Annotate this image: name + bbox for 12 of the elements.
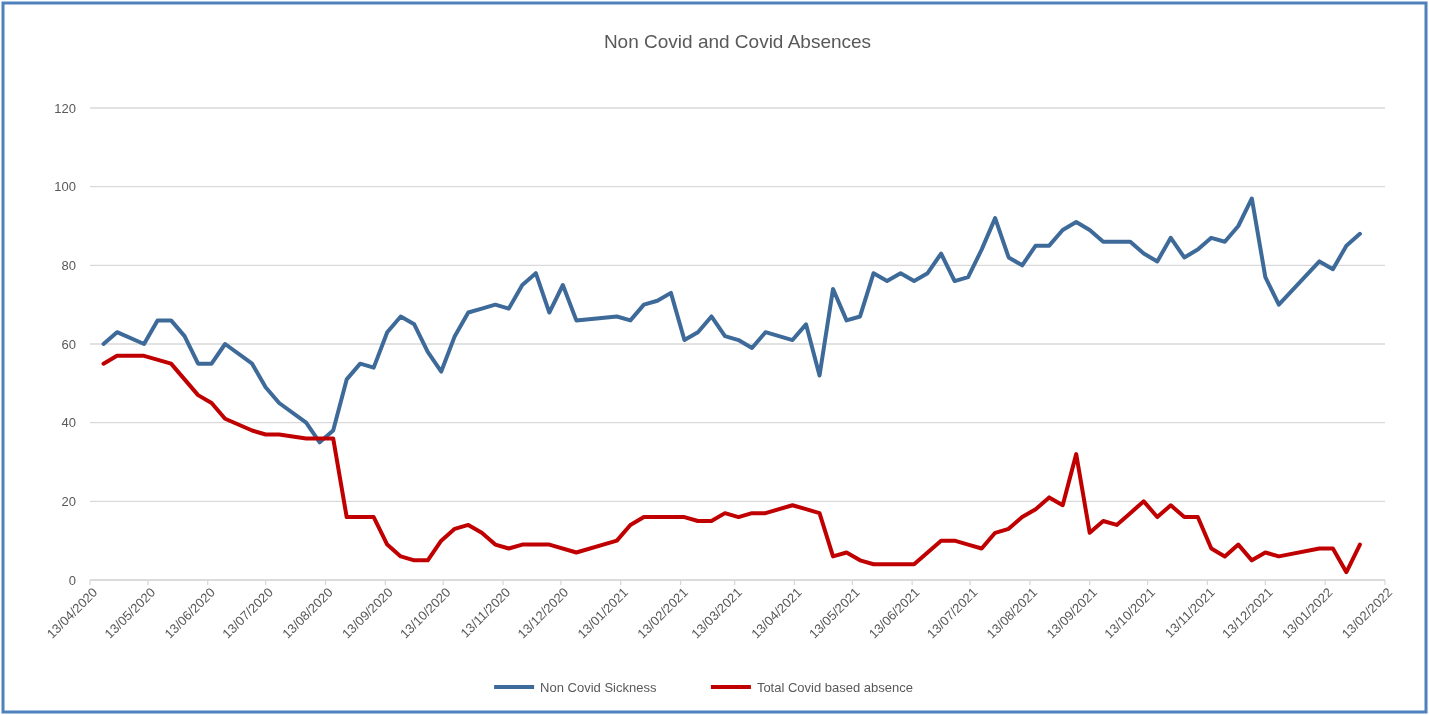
y-tick-label: 40: [61, 415, 76, 431]
chart-title: Non Covid and Covid Absences: [603, 31, 872, 52]
y-tick-label: 120: [54, 100, 76, 116]
y-tick-label: 100: [54, 179, 76, 195]
y-tick-label: 60: [61, 336, 76, 352]
y-tick-label: 20: [61, 493, 76, 509]
line-series: [101, 196, 1362, 445]
legend-label: Total Covid based absence: [756, 679, 914, 695]
line-series: [101, 353, 1362, 575]
legend-label: Non Covid Sickness: [540, 679, 657, 695]
y-tick-label: 80: [61, 257, 76, 273]
y-tick-label: 0: [68, 572, 76, 588]
